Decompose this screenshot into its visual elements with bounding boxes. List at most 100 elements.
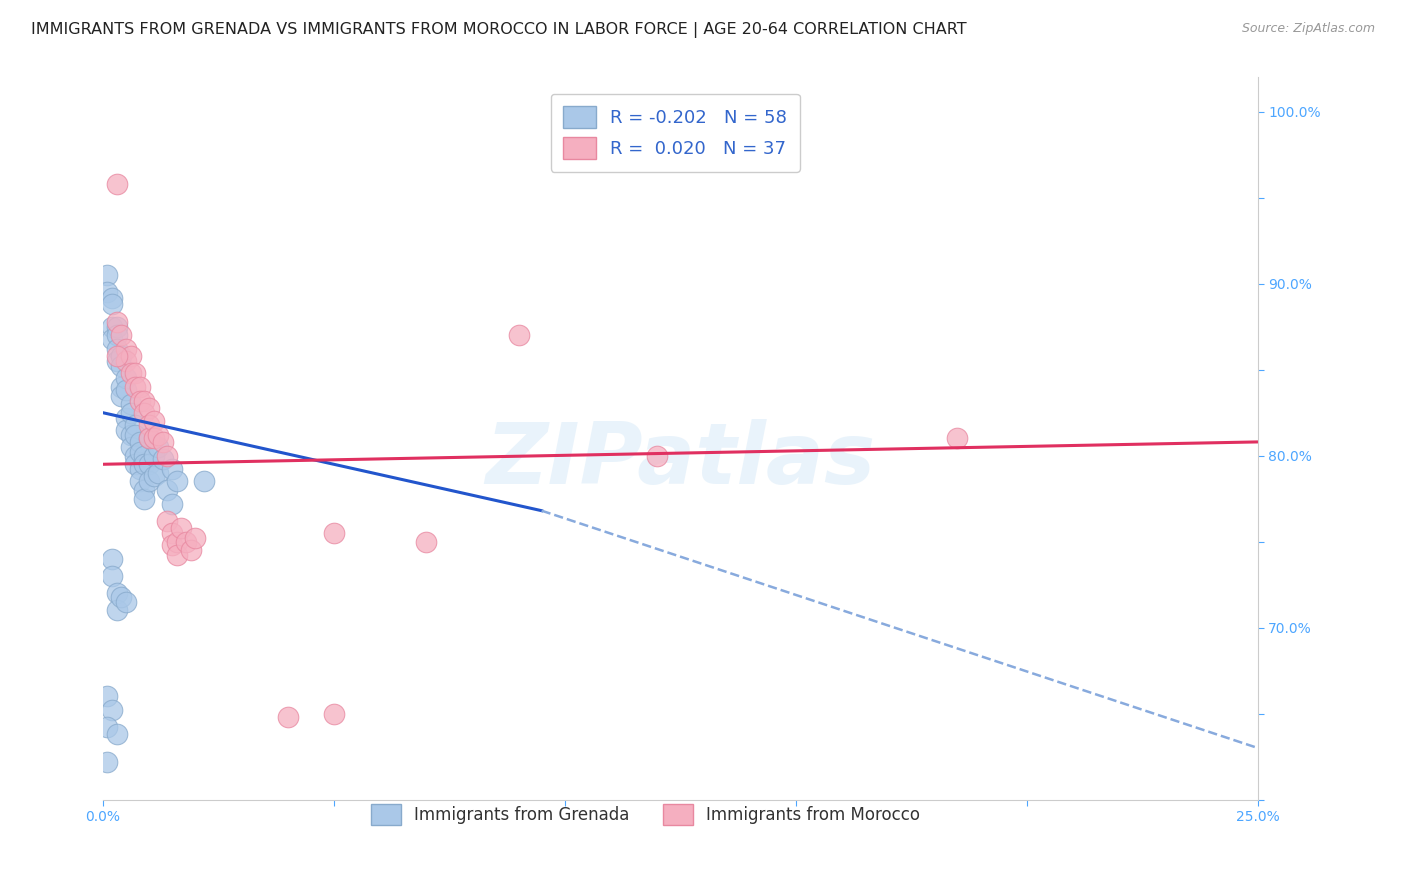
Point [101, 319, 124, 334]
Point [124, 417, 146, 432]
Point [105, 319, 128, 334]
Point [105, 342, 128, 356]
Point [156, 449, 179, 463]
Text: ZIPatlas: ZIPatlas [485, 418, 876, 501]
Point [128, 393, 150, 408]
Point [277, 710, 299, 724]
Point [110, 380, 132, 394]
Point [174, 534, 197, 549]
Point [96, 720, 118, 734]
Point [134, 483, 156, 497]
Point [110, 359, 132, 374]
Point [115, 423, 138, 437]
Point [134, 457, 156, 471]
Point [105, 603, 128, 617]
Point [160, 462, 183, 476]
Point [101, 551, 124, 566]
Point [115, 384, 138, 398]
Point [322, 526, 344, 541]
Point [152, 452, 174, 467]
Point [156, 483, 179, 497]
Point [120, 349, 142, 363]
Point [110, 328, 132, 343]
Point [645, 449, 668, 463]
Point [148, 428, 170, 442]
Point [128, 380, 150, 394]
Point [115, 410, 138, 425]
Point [120, 406, 142, 420]
Point [138, 432, 160, 446]
Point [156, 514, 179, 528]
Point [115, 354, 138, 368]
Point [124, 366, 146, 380]
Point [101, 703, 124, 717]
Point [124, 457, 146, 471]
Point [166, 549, 188, 563]
Point [115, 342, 138, 356]
Point [134, 406, 156, 420]
Point [160, 538, 183, 552]
Point [96, 755, 118, 769]
Point [110, 590, 132, 604]
Point [105, 354, 128, 368]
Point [120, 428, 142, 442]
Point [166, 534, 188, 549]
Point [110, 349, 132, 363]
Point [193, 475, 215, 489]
Point [105, 586, 128, 600]
Point [160, 526, 183, 541]
Point [96, 285, 118, 300]
Legend: Immigrants from Grenada, Immigrants from Morocco: Immigrants from Grenada, Immigrants from… [361, 794, 931, 835]
Point [148, 466, 170, 480]
Point [134, 449, 156, 463]
Point [142, 432, 165, 446]
Point [415, 534, 437, 549]
Text: IMMIGRANTS FROM GRENADA VS IMMIGRANTS FROM MOROCCO IN LABOR FORCE | AGE 20-64 CO: IMMIGRANTS FROM GRENADA VS IMMIGRANTS FR… [31, 22, 966, 38]
Point [170, 521, 193, 535]
Point [105, 315, 128, 329]
Point [166, 475, 188, 489]
Point [128, 475, 150, 489]
Point [124, 380, 146, 394]
Point [115, 595, 138, 609]
Point [138, 417, 160, 432]
Point [124, 449, 146, 463]
Point [152, 434, 174, 449]
Point [508, 328, 530, 343]
Point [134, 393, 156, 408]
Point [142, 414, 165, 428]
Point [138, 457, 160, 471]
Point [134, 491, 156, 506]
Point [96, 268, 118, 282]
Point [128, 434, 150, 449]
Point [184, 531, 207, 545]
Point [120, 397, 142, 411]
Point [105, 328, 128, 343]
Point [124, 428, 146, 442]
Point [322, 706, 344, 721]
Point [110, 388, 132, 402]
Point [180, 543, 202, 558]
Point [128, 462, 150, 476]
Point [138, 432, 160, 446]
Point [946, 432, 969, 446]
Point [142, 469, 165, 483]
Point [96, 690, 118, 704]
Point [101, 332, 124, 346]
Point [128, 445, 150, 459]
Point [105, 177, 128, 191]
Point [138, 475, 160, 489]
Point [138, 401, 160, 415]
Point [101, 297, 124, 311]
Point [105, 727, 128, 741]
Point [120, 440, 142, 454]
Point [148, 440, 170, 454]
Point [101, 291, 124, 305]
Point [105, 349, 128, 363]
Point [142, 449, 165, 463]
Point [115, 371, 138, 385]
Point [101, 569, 124, 583]
Text: Source: ZipAtlas.com: Source: ZipAtlas.com [1241, 22, 1375, 36]
Point [160, 497, 183, 511]
Point [120, 366, 142, 380]
